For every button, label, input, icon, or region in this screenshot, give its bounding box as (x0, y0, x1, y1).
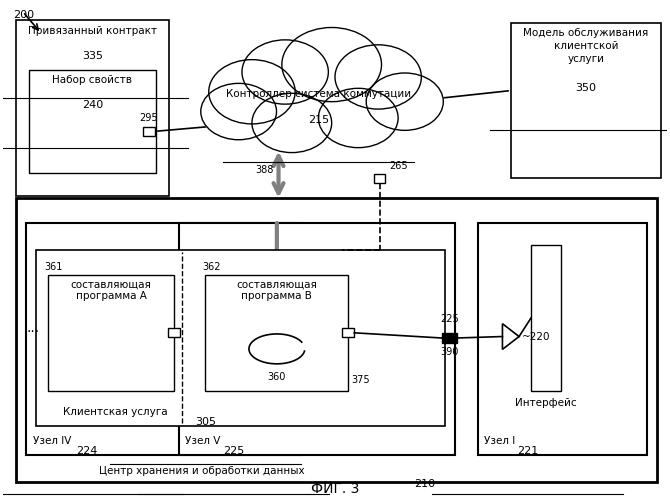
Bar (179, 223, 455, 455)
Text: Клиентская услуга: Клиентская услуга (62, 406, 168, 416)
Text: 375: 375 (352, 375, 371, 385)
Bar (16, 198, 657, 482)
Text: Центр хранения и обработки данных: Центр хранения и обработки данных (99, 466, 305, 476)
Bar (29, 70, 155, 174)
Bar (442, 332, 456, 344)
Circle shape (282, 28, 381, 102)
Bar (478, 223, 647, 455)
Text: составляющая
программа В: составляющая программа В (237, 280, 318, 301)
Text: Привязанный контракт: Привязанный контракт (28, 26, 157, 36)
Bar (16, 20, 169, 196)
Bar (374, 174, 385, 183)
Text: составляющая
программа А: составляющая программа А (70, 280, 151, 301)
Text: Набор свойств: Набор свойств (52, 76, 133, 86)
Text: 305: 305 (195, 416, 216, 426)
Text: ~220: ~220 (523, 332, 551, 342)
Text: 362: 362 (202, 262, 220, 272)
Text: 390: 390 (440, 348, 458, 358)
Text: 210: 210 (414, 480, 436, 490)
Circle shape (242, 40, 328, 104)
Text: 225: 225 (222, 446, 244, 456)
Text: 360: 360 (268, 372, 286, 382)
Text: Узел IV: Узел IV (33, 436, 71, 446)
Bar (143, 127, 155, 136)
Text: Модель обслуживания
клиентской
услуги: Модель обслуживания клиентской услуги (523, 28, 649, 64)
Bar (26, 223, 302, 455)
Bar (168, 328, 180, 338)
Circle shape (366, 73, 444, 130)
Bar (531, 245, 561, 391)
Bar (511, 22, 661, 178)
Text: ...: ... (27, 321, 40, 335)
Circle shape (335, 45, 421, 109)
Text: 225: 225 (440, 314, 459, 324)
Text: 335: 335 (82, 50, 103, 60)
Text: 224: 224 (76, 446, 98, 456)
Text: 265: 265 (389, 162, 407, 172)
Bar (36, 250, 445, 426)
Text: Контроллер система коммутации: Контроллер система коммутации (226, 89, 411, 99)
Text: 200: 200 (13, 10, 34, 20)
Text: 350: 350 (576, 83, 596, 93)
Text: Узел V: Узел V (186, 436, 221, 446)
Text: 361: 361 (45, 262, 63, 272)
Text: 221: 221 (517, 446, 538, 456)
Text: 388: 388 (255, 164, 273, 174)
Text: Интерфейс: Интерфейс (515, 398, 577, 408)
Text: ФИГ. 3: ФИГ. 3 (311, 482, 359, 496)
Circle shape (201, 84, 277, 140)
Bar (342, 328, 354, 338)
Bar (48, 274, 174, 391)
Circle shape (252, 94, 332, 152)
Circle shape (318, 88, 398, 148)
Text: 215: 215 (308, 115, 329, 125)
Text: Узел I: Узел I (484, 436, 516, 446)
Circle shape (209, 60, 295, 124)
Text: 295: 295 (139, 113, 158, 123)
Text: 240: 240 (82, 100, 103, 110)
Bar (206, 274, 348, 391)
